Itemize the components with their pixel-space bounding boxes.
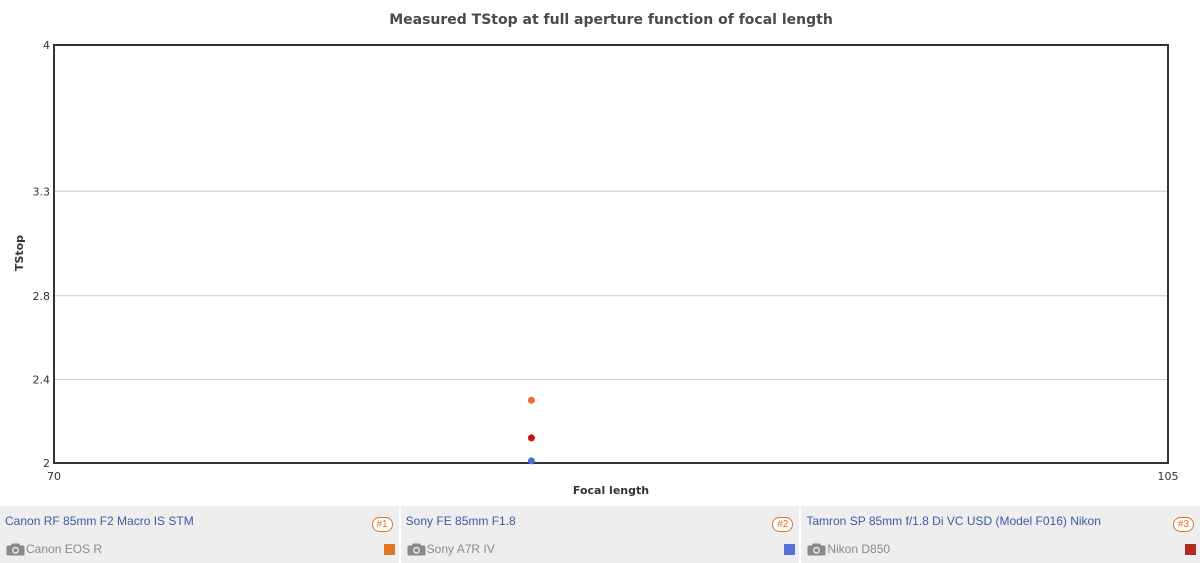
data-point[interactable] (527, 457, 535, 465)
grid-lines (54, 190, 1168, 380)
rank-badge: #2 (772, 517, 794, 532)
legend: Canon RF 85mm F2 Macro IS STM #1 Canon E… (0, 506, 1200, 563)
rank-badge: #1 (371, 517, 393, 532)
legend-lens-name[interactable]: Canon RF 85mm F2 Macro IS STM (5, 514, 194, 528)
x-tick-label: 105 (1158, 470, 1179, 483)
legend-color-swatch (784, 544, 796, 555)
plot-frame (53, 44, 1169, 464)
chart-title: Measured TStop at full aperture function… (389, 12, 833, 28)
y-axis-label: TStop (13, 235, 26, 271)
legend-camera: Canon EOS R (6, 542, 102, 556)
y-tick-label: 3.3 (33, 185, 51, 198)
legend-camera-name: Sony A7R IV (426, 542, 495, 556)
legend-item-3[interactable]: Tamron SP 85mm f/1.8 Di VC USD (Model F0… (801, 506, 1200, 563)
legend-camera-name: Nikon D850 (827, 542, 891, 556)
y-tick-label: 2.4 (33, 373, 51, 386)
legend-item-1[interactable]: Canon RF 85mm F2 Macro IS STM #1 Canon E… (0, 506, 399, 563)
legend-lens-name[interactable]: Tamron SP 85mm f/1.8 Di VC USD (Model F0… (806, 514, 1101, 528)
legend-camera-name: Canon EOS R (26, 542, 103, 556)
data-point[interactable] (527, 434, 535, 442)
x-tick-label: 70 (47, 470, 61, 483)
legend-camera: Nikon D850 (807, 542, 890, 556)
legend-item-2[interactable]: Sony FE 85mm F1.8 #2 Sony A7R IV (400, 506, 800, 563)
y-axis-ticks: 2 2.4 2.8 3.3 4 (33, 39, 51, 470)
x-axis-label: Focal length (573, 484, 649, 497)
legend-color-swatch (1185, 544, 1197, 555)
y-tick-label: 4 (43, 39, 50, 52)
rank-badge: #3 (1172, 517, 1195, 532)
legend-camera: Sony A7R IV (407, 542, 495, 556)
x-axis-ticks: 70 105 (47, 470, 1179, 483)
camera-icon (807, 543, 826, 556)
y-tick-label: 2.8 (33, 290, 51, 303)
y-tick-label: 2 (43, 457, 50, 470)
data-points (527, 396, 535, 465)
legend-color-swatch (383, 544, 395, 555)
camera-icon (6, 543, 25, 556)
legend-lens-name[interactable]: Sony FE 85mm F1.8 (405, 514, 516, 528)
camera-icon (407, 543, 426, 556)
chart-area: Measured TStop at full aperture function… (13, 12, 1179, 497)
data-point[interactable] (527, 396, 535, 404)
tstop-chart: Measured TStop at full aperture function… (13, 12, 1179, 497)
